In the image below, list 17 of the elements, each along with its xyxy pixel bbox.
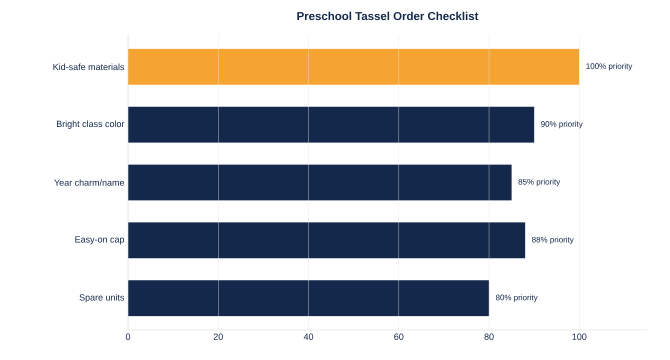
y-tick-label: Kid-safe materials xyxy=(53,64,124,70)
x-tick-label: 20 xyxy=(214,334,223,340)
chart-title: Preschool Tassel Order Checklist xyxy=(297,12,478,20)
bar xyxy=(128,164,512,200)
x-tick-label: 100 xyxy=(572,334,586,340)
bar xyxy=(128,48,580,85)
y-tick-label: Spare units xyxy=(80,294,124,302)
x-tick-label: 0 xyxy=(126,334,130,340)
y-tick-label: Year charm/name xyxy=(54,179,124,186)
bar xyxy=(128,222,526,258)
x-tick-label: 60 xyxy=(394,334,404,340)
x-tick-label: 80 xyxy=(484,334,494,340)
y-tick-label: Bright class color xyxy=(56,120,124,129)
bar xyxy=(128,106,534,143)
x-tick-label: 40 xyxy=(304,334,314,340)
y-tick-label: Easy-on cap xyxy=(75,236,124,244)
bar xyxy=(128,280,490,316)
